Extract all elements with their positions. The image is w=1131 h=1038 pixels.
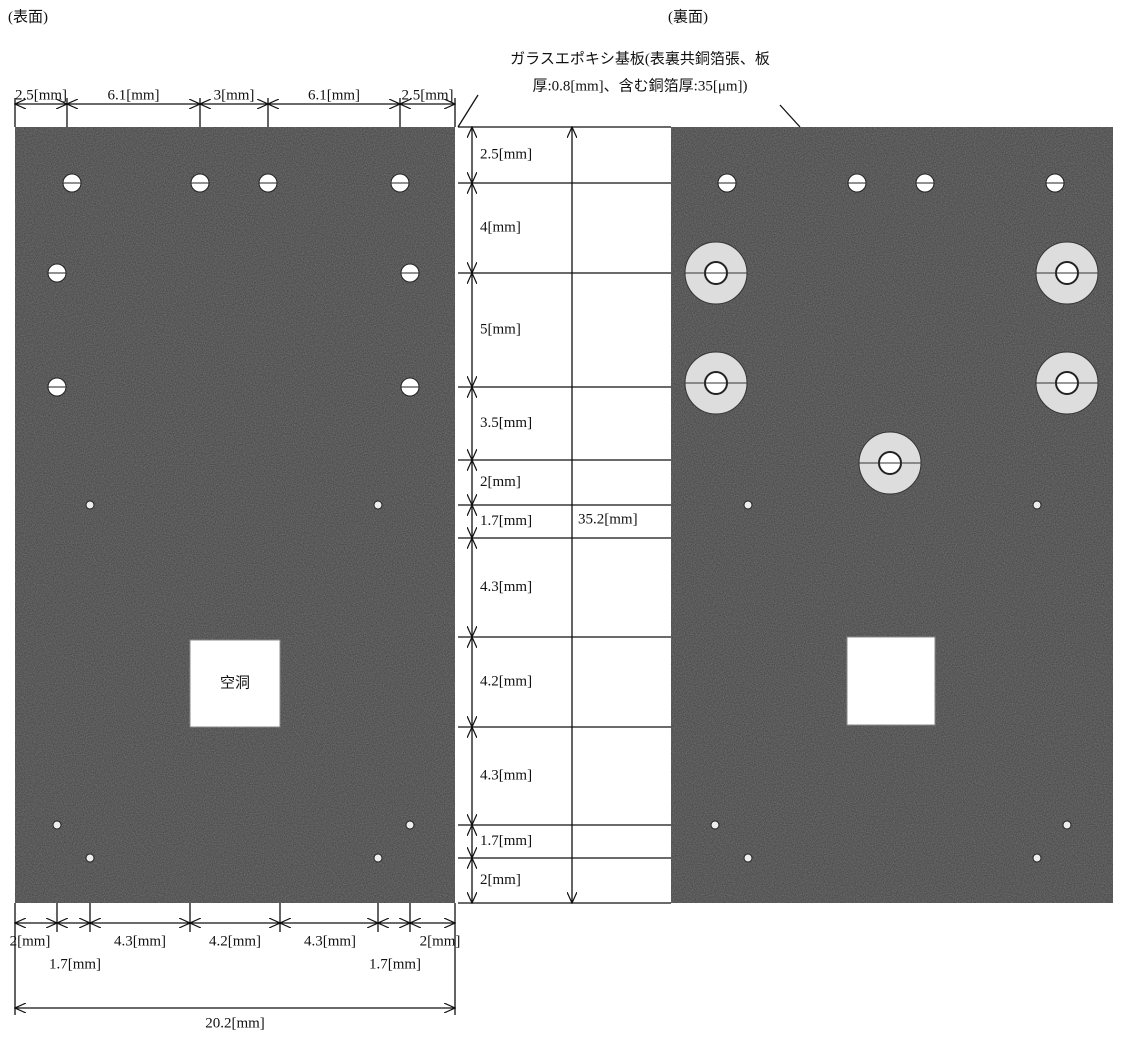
leader [780, 105, 800, 127]
note: ガラスエポキシ基板(表裏共銅箔張、板 [510, 49, 770, 67]
dimension-label: 4[mm] [480, 219, 521, 235]
dimension-label: 2.5[mm] [480, 146, 532, 162]
via [53, 821, 61, 829]
via [1063, 821, 1071, 829]
dimension-label: 35.2[mm] [578, 511, 638, 527]
via [406, 821, 414, 829]
dimension-label: 6.1[mm] [107, 87, 159, 103]
via [744, 501, 752, 509]
dimension-label: 2.5[mm] [15, 87, 67, 103]
front-board [15, 127, 455, 903]
via [1033, 501, 1041, 509]
dimension-label: 20.2[mm] [205, 1015, 265, 1031]
note: 厚:0.8[mm]、含む銅箔厚:35[μm]) [532, 77, 747, 94]
dimension-label: 2[mm] [420, 933, 461, 949]
back-board [671, 127, 1113, 903]
via [86, 854, 94, 862]
dimension-label: 2[mm] [480, 474, 521, 490]
dimension-label: 3.5[mm] [480, 415, 532, 431]
dimension-label: 4.2[mm] [480, 673, 532, 689]
heading: (裏面) [668, 7, 708, 25]
dimension-label: 5[mm] [480, 321, 521, 337]
dimension-label: 1.7[mm] [480, 513, 532, 529]
via [1033, 854, 1041, 862]
dimension-label: 1.7[mm] [480, 833, 532, 849]
heading: (表面) [8, 8, 48, 25]
dimension-label: 6.1[mm] [308, 87, 360, 103]
via [711, 821, 719, 829]
dimension-label: 1.7[mm] [369, 956, 421, 972]
dimension-label: 2.5[mm] [401, 87, 453, 103]
dimension-label: 4.2[mm] [209, 933, 261, 949]
dimension-label: 1.7[mm] [49, 956, 101, 972]
dimension-label: 4.3[mm] [480, 767, 532, 783]
dimension-label: 4.3[mm] [114, 933, 166, 949]
via [374, 854, 382, 862]
via [374, 501, 382, 509]
leader [458, 95, 478, 127]
dimension-label: 4.3[mm] [480, 579, 532, 595]
via [744, 854, 752, 862]
cavity-label: 空洞 [220, 674, 250, 691]
dimension-label: 2[mm] [480, 872, 521, 888]
via [86, 501, 94, 509]
dimension-label: 3[mm] [214, 87, 255, 103]
diagram: (表面) (裏面) ガラスエポキシ基板(表裏共銅箔張、板厚:0.8[mm]、含む銅箔… [0, 0, 1131, 1033]
dimension-label: 4.3[mm] [304, 933, 356, 949]
dimension-label: 2[mm] [10, 933, 51, 949]
